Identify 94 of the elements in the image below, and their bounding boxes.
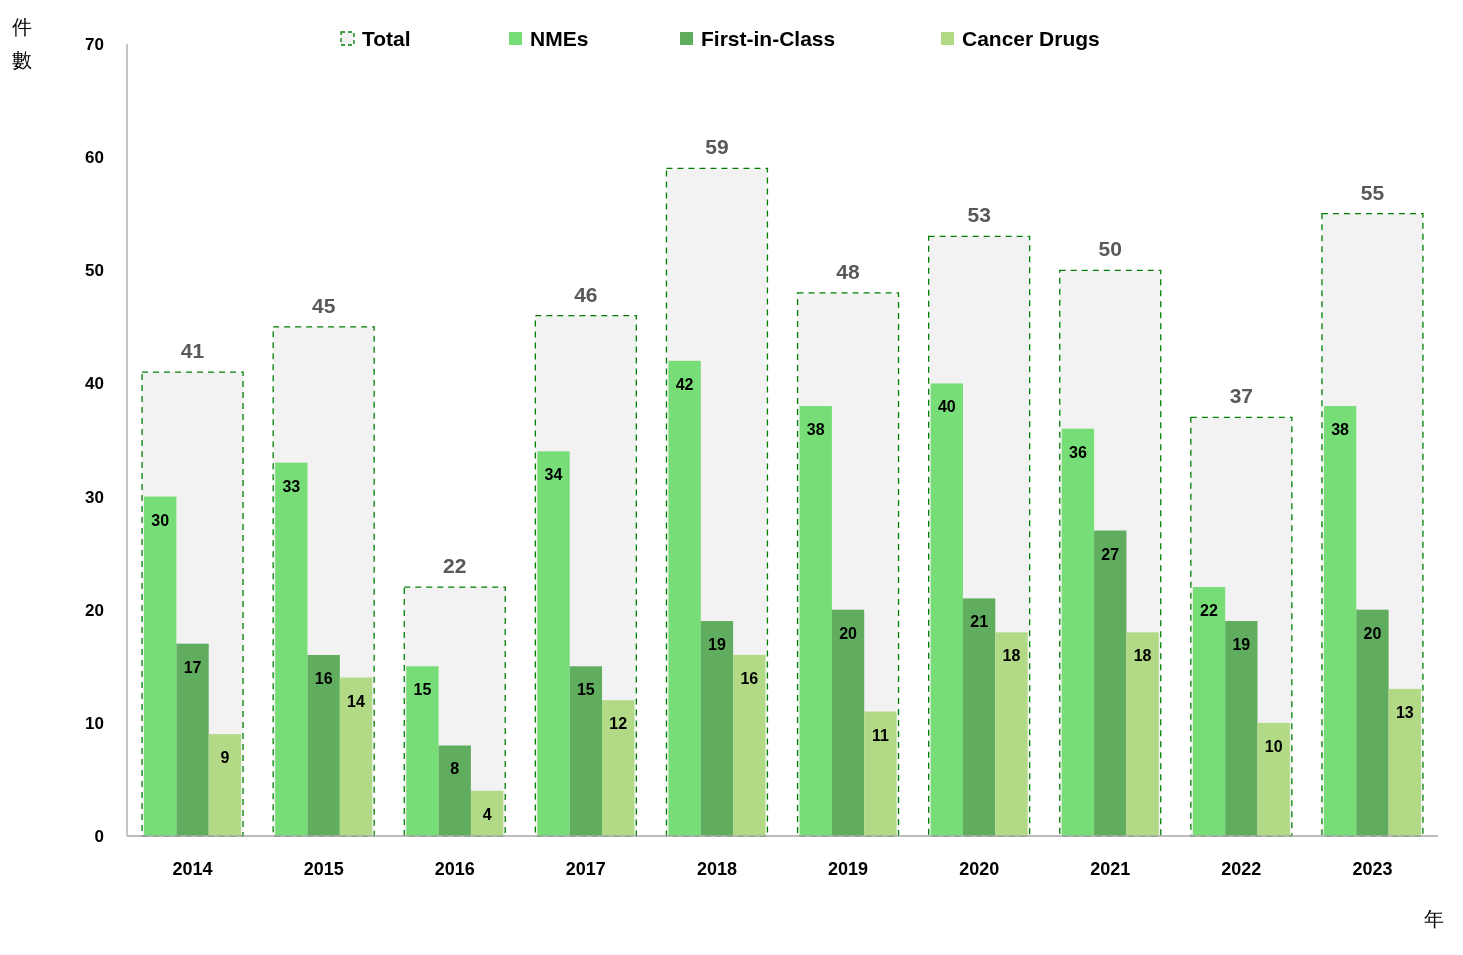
data-label: 13 <box>1395 703 1414 721</box>
bar <box>339 677 373 836</box>
bar <box>144 496 177 836</box>
data-label: 14 <box>347 692 365 710</box>
legend-label: First-in-Class <box>701 27 836 50</box>
data-label: 12 <box>609 715 628 733</box>
y-tick-label: 50 <box>85 261 104 281</box>
bar <box>406 666 439 836</box>
bar <box>602 700 635 836</box>
legend-label: Total <box>362 27 411 50</box>
x-tick-label: 2015 <box>303 859 344 879</box>
data-label: 9 <box>220 749 230 767</box>
bar <box>438 745 471 836</box>
bar <box>470 790 504 836</box>
bar <box>799 406 832 836</box>
bar <box>1257 722 1290 836</box>
data-label: 37 <box>1229 384 1254 408</box>
bar <box>208 734 242 836</box>
bar <box>1061 428 1095 836</box>
data-label: 34 <box>544 466 563 484</box>
data-label: 15 <box>413 681 432 699</box>
data-label: 21 <box>970 613 989 631</box>
bar <box>569 666 603 836</box>
data-label: 22 <box>1200 602 1219 620</box>
bar <box>1192 587 1226 836</box>
data-label: 27 <box>1101 545 1120 563</box>
data-label: 30 <box>151 511 170 529</box>
x-tick-label: 2021 <box>1090 859 1131 879</box>
data-label: 11 <box>871 726 889 744</box>
data-label: 48 <box>836 259 861 283</box>
bar <box>1126 632 1159 836</box>
data-label: 18 <box>1002 647 1021 665</box>
data-label: 17 <box>183 658 202 676</box>
data-label: 40 <box>937 398 956 416</box>
data-label: 22 <box>443 554 467 578</box>
x-tick-label: 2018 <box>696 859 737 879</box>
data-label: 8 <box>450 760 460 778</box>
bar <box>275 462 308 836</box>
y-tick-label: 30 <box>85 487 104 507</box>
data-label: 36 <box>1069 443 1087 461</box>
data-label: 18 <box>1133 647 1152 665</box>
bar <box>700 621 734 836</box>
x-tick-label: 2023 <box>1352 859 1393 879</box>
bar <box>831 609 865 836</box>
data-label: 50 <box>1098 237 1122 261</box>
bar <box>733 654 766 836</box>
data-label: 19 <box>708 636 726 654</box>
y-axis-title: 件數 <box>12 16 32 71</box>
data-label: 42 <box>675 375 694 393</box>
y-tick-label: 60 <box>85 148 104 168</box>
data-label: 46 <box>574 282 598 306</box>
bar <box>668 360 701 836</box>
y-tick-label: 40 <box>85 374 104 394</box>
bar <box>307 654 340 836</box>
data-label: 10 <box>1264 737 1283 755</box>
data-label: 53 <box>967 203 991 227</box>
y-tick-label: 70 <box>85 35 104 54</box>
data-label: 45 <box>311 293 336 317</box>
legend-label: Cancer Drugs <box>962 27 1100 50</box>
data-label: 15 <box>576 681 595 699</box>
data-label: 20 <box>839 624 858 642</box>
data-label: 16 <box>740 669 759 687</box>
data-label: 55 <box>1360 180 1385 204</box>
bar <box>962 598 996 836</box>
x-tick-label: 2014 <box>172 859 213 879</box>
data-label: 38 <box>1331 421 1350 439</box>
x-tick-label: 2016 <box>434 859 475 879</box>
data-label: 33 <box>282 477 301 495</box>
bar <box>537 451 570 836</box>
bar <box>1094 530 1127 836</box>
bar <box>1356 609 1389 836</box>
x-tick-label: 2022 <box>1221 859 1262 879</box>
data-label: 20 <box>1363 624 1382 642</box>
y-tick-label: 10 <box>85 713 104 733</box>
x-tick-label: 2020 <box>959 859 1000 879</box>
bar <box>1323 406 1357 836</box>
data-label: 4 <box>482 805 492 823</box>
bar <box>1225 621 1258 836</box>
data-label: 59 <box>705 135 729 159</box>
data-label: 38 <box>806 421 825 439</box>
x-tick-label: 2017 <box>565 859 606 879</box>
x-axis-title: 年 <box>1424 908 1444 930</box>
y-tick-label: 0 <box>94 827 104 846</box>
legend-label: NMEs <box>530 27 589 50</box>
bar <box>176 643 209 836</box>
x-tick-label: 2019 <box>828 859 869 879</box>
data-label: 41 <box>180 339 205 363</box>
bar <box>930 383 963 836</box>
bar <box>1388 688 1421 836</box>
data-label: 19 <box>1232 636 1251 654</box>
bar <box>995 632 1028 836</box>
data-label: 16 <box>314 669 333 687</box>
bar <box>864 711 897 836</box>
y-tick-label: 20 <box>85 600 104 620</box>
